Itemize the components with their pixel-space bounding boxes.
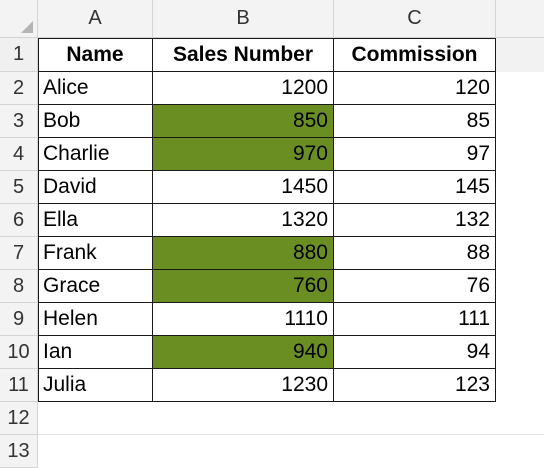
cell-name-row-10[interactable]: Ian [38, 336, 153, 369]
column-header-a[interactable]: A [38, 0, 153, 38]
cell-name-row-5[interactable]: David [38, 171, 153, 204]
table-top-border [38, 38, 496, 39]
row-header-11[interactable]: 11 [0, 369, 38, 402]
cell-commission-row-2[interactable]: 120 [334, 72, 496, 105]
cell-name-row-6[interactable]: Ella [38, 204, 153, 237]
header-cell-name[interactable]: Name [38, 38, 153, 72]
row-header-6[interactable]: 6 [0, 204, 38, 237]
cell-name-row-8[interactable]: Grace [38, 270, 153, 303]
row-header-1[interactable]: 1 [0, 38, 38, 72]
cell-name-row-4[interactable]: Charlie [38, 138, 153, 171]
cell-sales-row-8[interactable]: 760 [153, 270, 334, 303]
cell-sales-row-5[interactable]: 1450 [153, 171, 334, 204]
row-header-8[interactable]: 8 [0, 270, 38, 303]
row-header-3[interactable]: 3 [0, 105, 38, 138]
header-cell-sales[interactable]: Sales Number [153, 38, 334, 72]
row-header-12[interactable]: 12 [0, 402, 38, 435]
row-header-4[interactable]: 4 [0, 138, 38, 171]
row-header-13[interactable]: 13 [0, 435, 38, 468]
column-header-b[interactable]: B [153, 0, 334, 38]
empty-row-12[interactable] [38, 402, 544, 435]
cell-sales-row-3[interactable]: 850 [153, 105, 334, 138]
cell-sales-row-7[interactable]: 880 [153, 237, 334, 270]
cell-commission-row-9[interactable]: 111 [334, 303, 496, 336]
cell-sales-row-11[interactable]: 1230 [153, 369, 334, 402]
row-header-7[interactable]: 7 [0, 237, 38, 270]
cell-name-row-11[interactable]: Julia [38, 369, 153, 402]
cell-commission-row-7[interactable]: 88 [334, 237, 496, 270]
cell-sales-row-2[interactable]: 1200 [153, 72, 334, 105]
cell-commission-row-4[interactable]: 97 [334, 138, 496, 171]
cell-sales-row-4[interactable]: 970 [153, 138, 334, 171]
select-all-corner[interactable] [0, 0, 38, 38]
cell-sales-row-9[interactable]: 1110 [153, 303, 334, 336]
cell-sales-row-10[interactable]: 940 [153, 336, 334, 369]
row-header-5[interactable]: 5 [0, 171, 38, 204]
row-header-10[interactable]: 10 [0, 336, 38, 369]
cell-sales-row-6[interactable]: 1320 [153, 204, 334, 237]
cell-commission-row-6[interactable]: 132 [334, 204, 496, 237]
active-row-band [496, 38, 544, 72]
header-cell-commission[interactable]: Commission [334, 38, 496, 72]
select-all-triangle-icon [21, 21, 33, 33]
column-header-c[interactable]: C [334, 0, 496, 38]
cell-commission-row-3[interactable]: 85 [334, 105, 496, 138]
cell-name-row-2[interactable]: Alice [38, 72, 153, 105]
cell-commission-row-8[interactable]: 76 [334, 270, 496, 303]
row-header-9[interactable]: 9 [0, 303, 38, 336]
cell-commission-row-5[interactable]: 145 [334, 171, 496, 204]
cell-name-row-7[interactable]: Frank [38, 237, 153, 270]
cell-commission-row-11[interactable]: 123 [334, 369, 496, 402]
cell-name-row-9[interactable]: Helen [38, 303, 153, 336]
row-header-2[interactable]: 2 [0, 72, 38, 105]
cell-name-row-3[interactable]: Bob [38, 105, 153, 138]
column-header-d[interactable] [496, 0, 544, 38]
table-left-border [38, 38, 39, 402]
cell-commission-row-10[interactable]: 94 [334, 336, 496, 369]
